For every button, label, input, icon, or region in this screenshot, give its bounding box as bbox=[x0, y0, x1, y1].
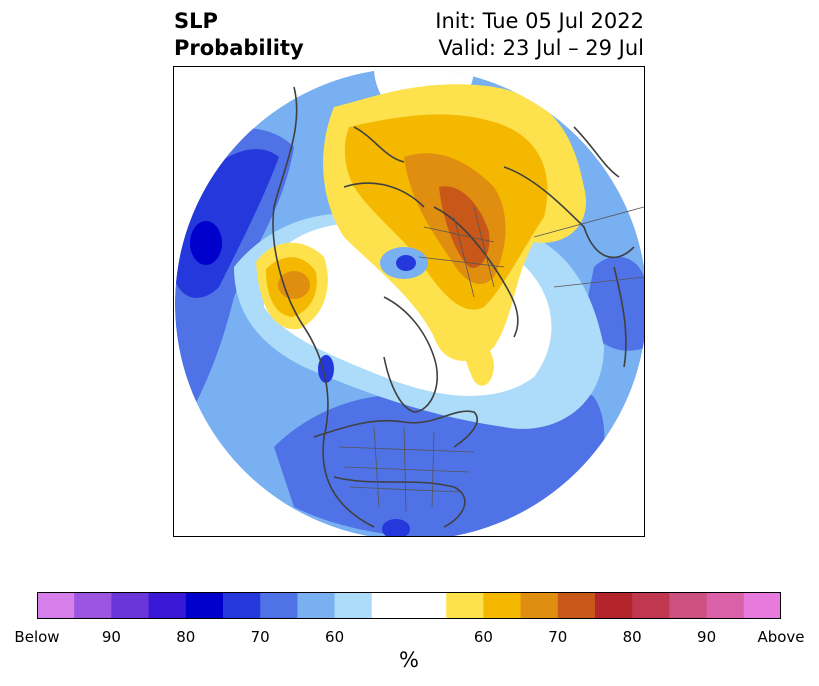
colorbar-swatch bbox=[557, 592, 596, 619]
init-date: Init: Tue 05 Jul 2022 bbox=[435, 9, 644, 33]
field-orange-west bbox=[278, 271, 310, 299]
field-central-blue bbox=[318, 355, 334, 383]
colorbar-swatch bbox=[446, 592, 484, 619]
colorbar-swatch bbox=[409, 592, 447, 619]
colorbar-tick-label: 70 bbox=[250, 628, 270, 646]
valid-range: Valid: 23 Jul – 29 Jul bbox=[438, 36, 644, 60]
colorbar-swatch bbox=[371, 592, 410, 619]
field-inner-blue-core bbox=[396, 255, 416, 271]
polar-map bbox=[173, 66, 645, 537]
borders bbox=[338, 206, 644, 513]
field-east-blue bbox=[584, 256, 644, 351]
colorbar-tick-label: 70 bbox=[548, 628, 568, 646]
colorbar-swatch bbox=[260, 592, 298, 619]
colorbar-swatch bbox=[483, 592, 522, 619]
map-svg bbox=[174, 67, 644, 536]
colorbar-swatch bbox=[185, 592, 224, 619]
colorbar-swatch bbox=[37, 592, 75, 619]
colorbar-swatch bbox=[334, 592, 373, 619]
map-mask bbox=[174, 67, 644, 536]
colorbar bbox=[37, 592, 782, 619]
colorbar-swatch bbox=[595, 592, 633, 619]
colorbar-tick-label: 80 bbox=[622, 628, 642, 646]
colorbar-svg bbox=[37, 592, 782, 619]
title-product: Probability bbox=[174, 36, 304, 60]
colorbar-tick-label: Below bbox=[14, 628, 60, 646]
colorbar-swatch bbox=[743, 592, 782, 619]
field-darkorange-north bbox=[439, 186, 490, 268]
field-yellow-east bbox=[454, 307, 494, 386]
colorbar-swatch bbox=[632, 592, 670, 619]
colorbar-tick-label: 80 bbox=[176, 628, 196, 646]
colorbar-swatch bbox=[520, 592, 559, 619]
colorbar-swatch bbox=[223, 592, 261, 619]
colorbar-tick-label: 90 bbox=[697, 628, 717, 646]
colorbar-tick-label: 90 bbox=[101, 628, 121, 646]
title-left: SLP Probability bbox=[174, 8, 304, 62]
colorbar-swatch bbox=[148, 592, 187, 619]
colorbar-swatch bbox=[74, 592, 112, 619]
colorbar-swatch bbox=[297, 592, 336, 619]
colorbar-swatch bbox=[669, 592, 708, 619]
colorbar-swatch bbox=[111, 592, 150, 619]
title-right: Init: Tue 05 Jul 2022 Valid: 23 Jul – 29… bbox=[435, 8, 644, 62]
colorbar-unit: % bbox=[399, 648, 419, 672]
colorbar-tick-label: 60 bbox=[325, 628, 345, 646]
colorbar-tick-label: 60 bbox=[473, 628, 493, 646]
coastlines bbox=[272, 86, 635, 528]
title-variable: SLP bbox=[174, 9, 218, 33]
colorbar-tick-label: Above bbox=[757, 628, 805, 646]
colorbar-border bbox=[37, 592, 781, 619]
field-west-core bbox=[190, 221, 222, 265]
colorbar-swatch bbox=[706, 592, 745, 619]
field-south-core bbox=[382, 519, 410, 536]
